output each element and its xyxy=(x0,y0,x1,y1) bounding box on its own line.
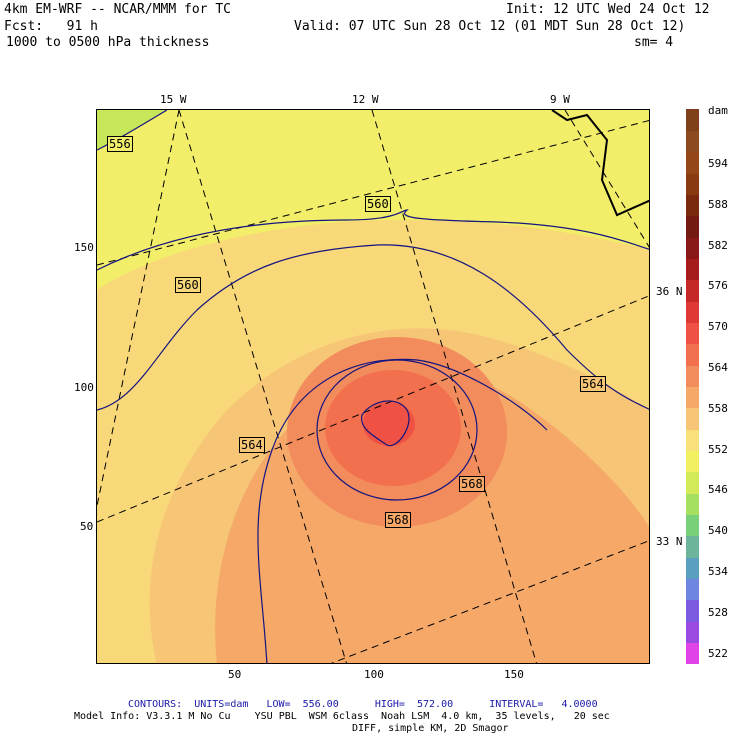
colorbar-tick-label: 534 xyxy=(708,565,728,578)
colorbar-unit: dam xyxy=(708,104,728,117)
contour-label-564-b: 564 xyxy=(580,376,606,392)
lon-label-15w: 15 W xyxy=(160,93,187,106)
colorbar-tick-label: 528 xyxy=(708,605,728,619)
lat-label-36n: 36 N xyxy=(656,285,683,298)
colorbar-swatch xyxy=(686,578,699,601)
contour-label-568-a: 568 xyxy=(459,476,485,492)
colorbar-tick-label: 564 xyxy=(708,361,728,374)
colorbar-swatch xyxy=(686,173,699,195)
contour-label-564-a: 564 xyxy=(239,437,265,453)
y-tick-100: 100 xyxy=(74,381,94,394)
y-tick-150: 150 xyxy=(74,241,94,254)
map-svg xyxy=(97,110,649,663)
latlon-grid xyxy=(97,110,649,663)
colorbar-swatch xyxy=(686,642,699,665)
colorbar-swatch xyxy=(686,493,699,516)
lat-label-33n: 33 N xyxy=(656,535,683,548)
field-name: 1000 to 0500 hPa thickness xyxy=(6,35,210,50)
colorbar-tick-label: 576 xyxy=(708,279,728,293)
contours xyxy=(97,110,649,663)
init-time: Init: 12 UTC Wed 24 Oct 12 xyxy=(506,2,710,17)
contour-label-568-b: 568 xyxy=(385,512,411,528)
contour-label-556: 556 xyxy=(107,136,133,152)
colorbar-swatch xyxy=(686,621,699,644)
colorbar-swatch xyxy=(686,386,699,409)
colorbar-swatch xyxy=(686,365,699,387)
band-core-center xyxy=(363,402,415,446)
colorbar-swatch xyxy=(686,130,699,153)
colorbar-swatch xyxy=(686,514,699,537)
colorbar-swatch xyxy=(686,215,699,238)
colorbar-tick-label: 558 xyxy=(708,401,728,415)
diffusion-info: DIFF, simple KM, 2D Smagor xyxy=(352,723,509,734)
smoothing: sm= 4 xyxy=(634,35,674,50)
colorbar-swatch xyxy=(686,557,699,580)
colorbar-tick-label: 588 xyxy=(708,197,728,211)
colorbar-tick-label: 582 xyxy=(708,238,728,252)
colorbar-swatch xyxy=(686,109,699,131)
colorbar-tick-label: 522 xyxy=(708,646,728,660)
x-tick-100: 100 xyxy=(364,668,384,681)
colorbar-tick-label: 546 xyxy=(708,483,728,497)
colorbar-swatch xyxy=(686,599,699,622)
colorbar-swatch xyxy=(686,407,699,430)
lon-label-9w: 9 W xyxy=(550,93,570,106)
colorbar-tick-label: 540 xyxy=(708,524,728,538)
colorbar-swatch xyxy=(686,535,699,558)
colorbar-swatch xyxy=(686,301,699,323)
y-tick-50: 50 xyxy=(80,520,94,533)
colorbar-swatch xyxy=(686,279,699,302)
colorbar-swatch xyxy=(686,429,699,452)
x-tick-150: 150 xyxy=(504,668,524,681)
colorbar xyxy=(686,109,699,665)
contour-label-560-b: 560 xyxy=(175,277,201,293)
colorbar-swatch xyxy=(686,194,699,217)
model-info: Model Info: V3.3.1 M No Cu YSU PBL WSM 6… xyxy=(74,711,610,722)
colorbar-tick-label: 570 xyxy=(708,320,728,334)
colorbar-swatch xyxy=(686,237,699,259)
x-tick-50: 50 xyxy=(228,668,242,681)
thickness-map: 556 560 560 564 564 568 568 xyxy=(96,109,650,664)
contour-label-560-a: 560 xyxy=(365,196,391,212)
colorbar-tick-label: 552 xyxy=(708,442,728,456)
valid-time: Valid: 07 UTC Sun 28 Oct 12 (01 MDT Sun … xyxy=(294,19,686,34)
model-title: 4km EM-WRF -- NCAR/MMM for TC xyxy=(4,2,231,17)
lon-label-12w: 12 W xyxy=(352,93,379,106)
colorbar-swatch xyxy=(686,322,699,345)
colorbar-swatch xyxy=(686,151,699,174)
colorbar-swatch xyxy=(686,343,699,366)
colorbar-tick-label: 594 xyxy=(708,157,728,170)
coastline xyxy=(551,110,649,217)
forecast-hour: Fcst: 91 h xyxy=(4,19,98,34)
contour-info: CONTOURS: UNITS=dam LOW= 556.00 HIGH= 57… xyxy=(128,699,598,710)
colorbar-swatch xyxy=(686,450,699,473)
colorbar-swatch xyxy=(686,471,699,494)
colorbar-swatch xyxy=(686,258,699,281)
